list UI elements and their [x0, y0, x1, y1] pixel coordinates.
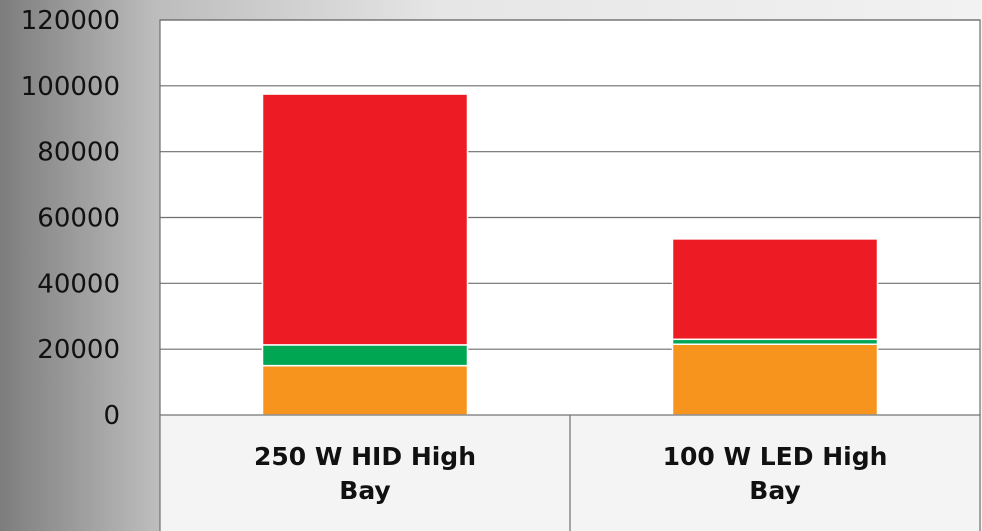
- category-label-line: Bay: [749, 476, 800, 505]
- bars: [261, 93, 879, 416]
- category-label: 100 W LED High Bay: [663, 442, 888, 505]
- bar-segment: [261, 344, 469, 367]
- bar-segment: [671, 238, 879, 341]
- y-tick-label: 0: [103, 401, 120, 431]
- bar-segment: [261, 364, 469, 416]
- bar-segment: [261, 93, 469, 346]
- y-tick-label: 60000: [37, 204, 120, 234]
- y-tick-label: 80000: [37, 138, 120, 168]
- y-axis-ticks: 0 20000 40000 60000 80000 100000 120000: [21, 6, 120, 431]
- plot-frame: [159, 19, 981, 531]
- y-tick-label: 40000: [37, 269, 120, 299]
- y-tick-label: 20000: [37, 335, 120, 365]
- category-label: 250 W HID High Bay: [254, 442, 476, 505]
- category-label-line: Bay: [339, 476, 390, 505]
- x-axis-categories: 250 W HID High Bay 100 W LED High Bay: [254, 442, 887, 505]
- category-label-line: 250 W HID High: [254, 442, 476, 471]
- bar-segment: [671, 343, 879, 416]
- y-tick-label: 100000: [21, 72, 120, 102]
- y-tick-label: 120000: [21, 6, 120, 36]
- category-label-line: 100 W LED High: [663, 442, 888, 471]
